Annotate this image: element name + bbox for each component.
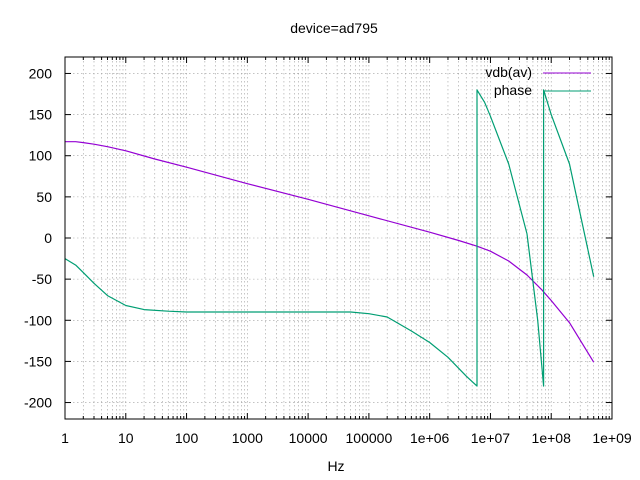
- legend-label-phase: phase: [494, 82, 532, 98]
- x-tick-label: 1e+09: [592, 430, 632, 446]
- series-line-vdb: [65, 141, 595, 363]
- x-tick-label: 1: [61, 430, 69, 446]
- x-tick-label: 100000: [346, 430, 393, 446]
- series-line-phase: [64, 89, 595, 387]
- x-tick-label: 10: [118, 430, 134, 446]
- x-tick-label: 1e+08: [532, 430, 572, 446]
- y-axis-tick-labels: 200 150 100 50 0 -50 -100 -150 -200: [24, 65, 52, 410]
- y-tick-label: 100: [29, 148, 53, 164]
- grid: [65, 57, 612, 419]
- y-tick-label: -100: [24, 312, 52, 328]
- plot-area: [64, 89, 595, 387]
- x-tick-label: 1e+06: [410, 430, 450, 446]
- chart-title: device=ad795: [290, 20, 378, 36]
- y-tick-label: -150: [24, 353, 52, 369]
- legend: vdb(av) phase: [485, 64, 591, 98]
- x-tick-label: 100: [175, 430, 199, 446]
- y-tick-label: -50: [32, 271, 52, 287]
- x-axis-tick-labels: 1 10 100 1000 10000 100000 1e+06 1e+07 1e+08 1e+0…: [61, 430, 632, 446]
- y-tick-label: 0: [44, 230, 52, 246]
- y-tick-label: 200: [29, 65, 53, 81]
- x-axis-label: Hz: [327, 458, 344, 474]
- axis-ticks: [65, 57, 612, 419]
- x-tick-label: 1000: [232, 430, 263, 446]
- x-tick-label: 1e+07: [471, 430, 511, 446]
- y-tick-label: -200: [24, 395, 52, 411]
- y-tick-label: 150: [29, 107, 53, 123]
- y-tick-label: 50: [36, 189, 52, 205]
- x-tick-label: 10000: [289, 430, 328, 446]
- legend-label-vdb: vdb(av): [485, 64, 532, 80]
